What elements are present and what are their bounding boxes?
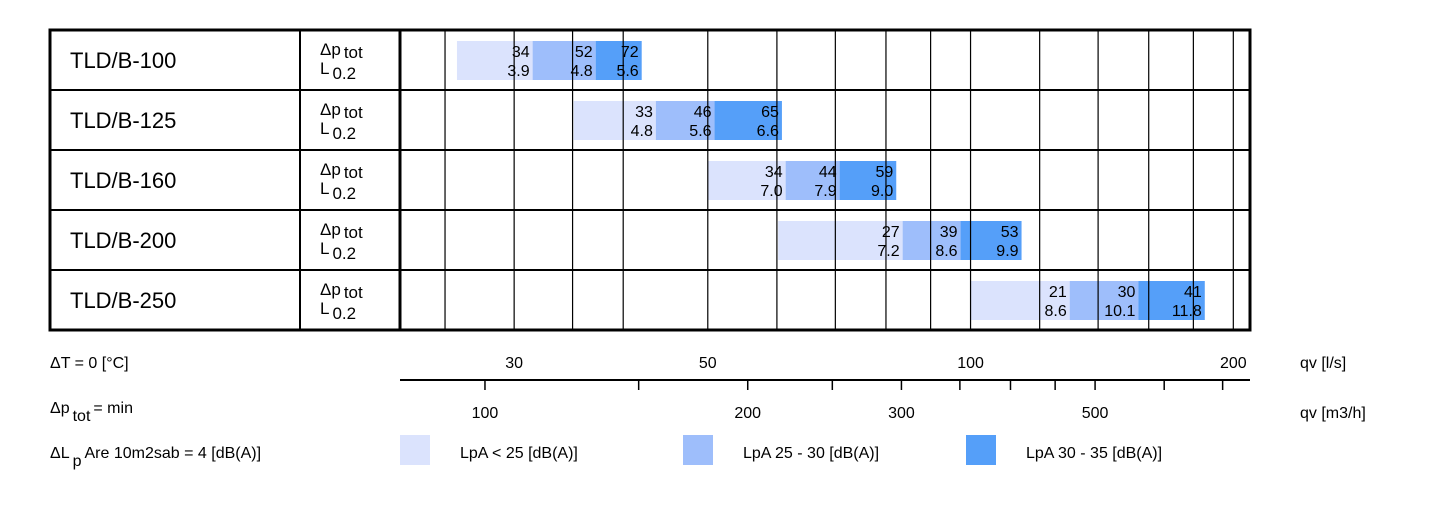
bar-value-l: 4.8 [570,63,592,80]
bar-value-l: 9.9 [996,243,1018,260]
bar-value-l: 9.0 [871,183,893,200]
tick-label-ls: 30 [505,355,523,372]
bar-tld-b-100-seg-2 [595,41,642,80]
legend-swatch-2 [966,435,996,465]
bar-value-dp: 53 [1001,224,1019,241]
model-label: TLD/B-160 [70,168,176,193]
model-label: TLD/B-250 [70,288,176,313]
bar-value-dp: 30 [1118,284,1136,301]
model-label: TLD/B-200 [70,228,176,253]
tick-label-m3h: 100 [472,405,499,422]
tick-label-ls: 200 [1220,355,1247,372]
tick-label-m3h: 500 [1082,405,1109,422]
legend-label: LpA 30 - 35 [dB(A)] [1026,445,1162,462]
param-l-02: L 0.2 [320,59,356,83]
param-l-02: L 0.2 [320,119,356,143]
bar-tld-b-160-seg-1 [785,161,840,200]
axis-unit-ls: qv [l/s] [1300,355,1346,372]
bar-layer: 34 3.9 52 4.8 72 5.6 33 4.8 46 5.6 65 6.6 34 7.0 44 7.9… [456,41,1205,320]
bar-value-l: 4.8 [631,123,653,140]
bar-value-l: 3.9 [507,63,529,80]
bar-tld-b-250-seg-0 [970,281,1070,320]
bar-tld-b-160-seg-2 [839,161,897,200]
param-l-02: L 0.2 [320,239,356,263]
table-border [48,28,1252,332]
tick-label-m3h: 300 [888,405,915,422]
bar-value-l: 6.6 [757,123,779,140]
bar-tld-b-200-seg-0 [778,221,903,260]
param-dp-tot: Δp tot [320,40,363,62]
bar-value-l: 7.2 [877,243,899,260]
bar-value-l: 5.6 [689,123,711,140]
bar-value-l: 11.8 [1172,303,1202,320]
bar-value-dp: 39 [940,224,958,241]
bar-tld-b-125-seg-2 [714,101,782,140]
bar-value-l: 10.1 [1104,303,1135,320]
bar-value-l: 7.9 [814,183,836,200]
footer-layer: ΔT = 0 [°C] Δp tot = min ΔL p Are 10m2sab = 4 … [50,355,261,470]
table-frame [48,28,1252,332]
bar-value-dp: 52 [575,44,593,61]
delta-lp-label: ΔL p Are 10m2sab = 4 [dB(A)] [50,445,261,470]
grid-layer [444,30,1234,330]
bar-value-dp: 27 [882,224,900,241]
bar-tld-b-250-seg-1 [1069,281,1139,320]
bar-value-dp: 59 [875,164,893,181]
bar-value-dp: 34 [512,44,530,61]
bar-value-dp: 34 [765,164,783,181]
bar-value-dp: 33 [635,104,653,121]
axis-layer: 30 50 100 200 100 200 300 500 qv [l/s] qv [m3/h] [400,355,1366,422]
tick-label-ls: 50 [699,355,717,372]
bar-tld-b-100-seg-0 [456,41,533,80]
model-label: TLD/B-125 [70,108,176,133]
param-l-02: L 0.2 [320,299,356,323]
bar-value-dp: 72 [621,44,639,61]
bar-value-l: 5.6 [616,63,638,80]
tick-label-ls: 100 [957,355,984,372]
legend-label: LpA 25 - 30 [dB(A)] [743,445,879,462]
tick-label-m3h: 200 [734,405,761,422]
bar-tld-b-100-seg-1 [532,41,596,80]
legend-swatch-1 [683,435,713,465]
bar-tld-b-200-seg-1 [902,221,961,260]
bar-tld-b-125-seg-1 [655,101,715,140]
delta-p-min-label: Δp tot = min [50,400,133,425]
param-l-02: L 0.2 [320,179,356,203]
bar-value-l: 8.6 [935,243,957,260]
legend-label: LpA < 25 [dB(A)] [460,445,578,462]
model-label: TLD/B-100 [70,48,176,73]
delta-t-label: ΔT = 0 [°C] [50,355,129,372]
bar-value-dp: 46 [694,104,712,121]
bar-value-dp: 65 [761,104,779,121]
bar-value-l: 7.0 [760,183,782,200]
bar-value-l: 8.6 [1044,303,1066,320]
param-dp-tot: Δp tot [320,160,363,182]
bar-value-dp: 21 [1049,284,1067,301]
legend: LpA < 25 [dB(A)] LpA 25 - 30 [dB(A)] LpA 3… [400,435,1162,465]
param-dp-tot: Δp tot [320,220,363,242]
bar-tld-b-125-seg-0 [573,101,656,140]
param-dp-tot: Δp tot [320,100,363,122]
param-dp-tot: Δp tot [320,280,363,302]
bar-value-dp: 44 [819,164,837,181]
axis-unit-m3h: qv [m3/h] [1300,405,1366,422]
bar-tld-b-160-seg-0 [707,161,786,200]
legend-swatch-0 [400,435,430,465]
